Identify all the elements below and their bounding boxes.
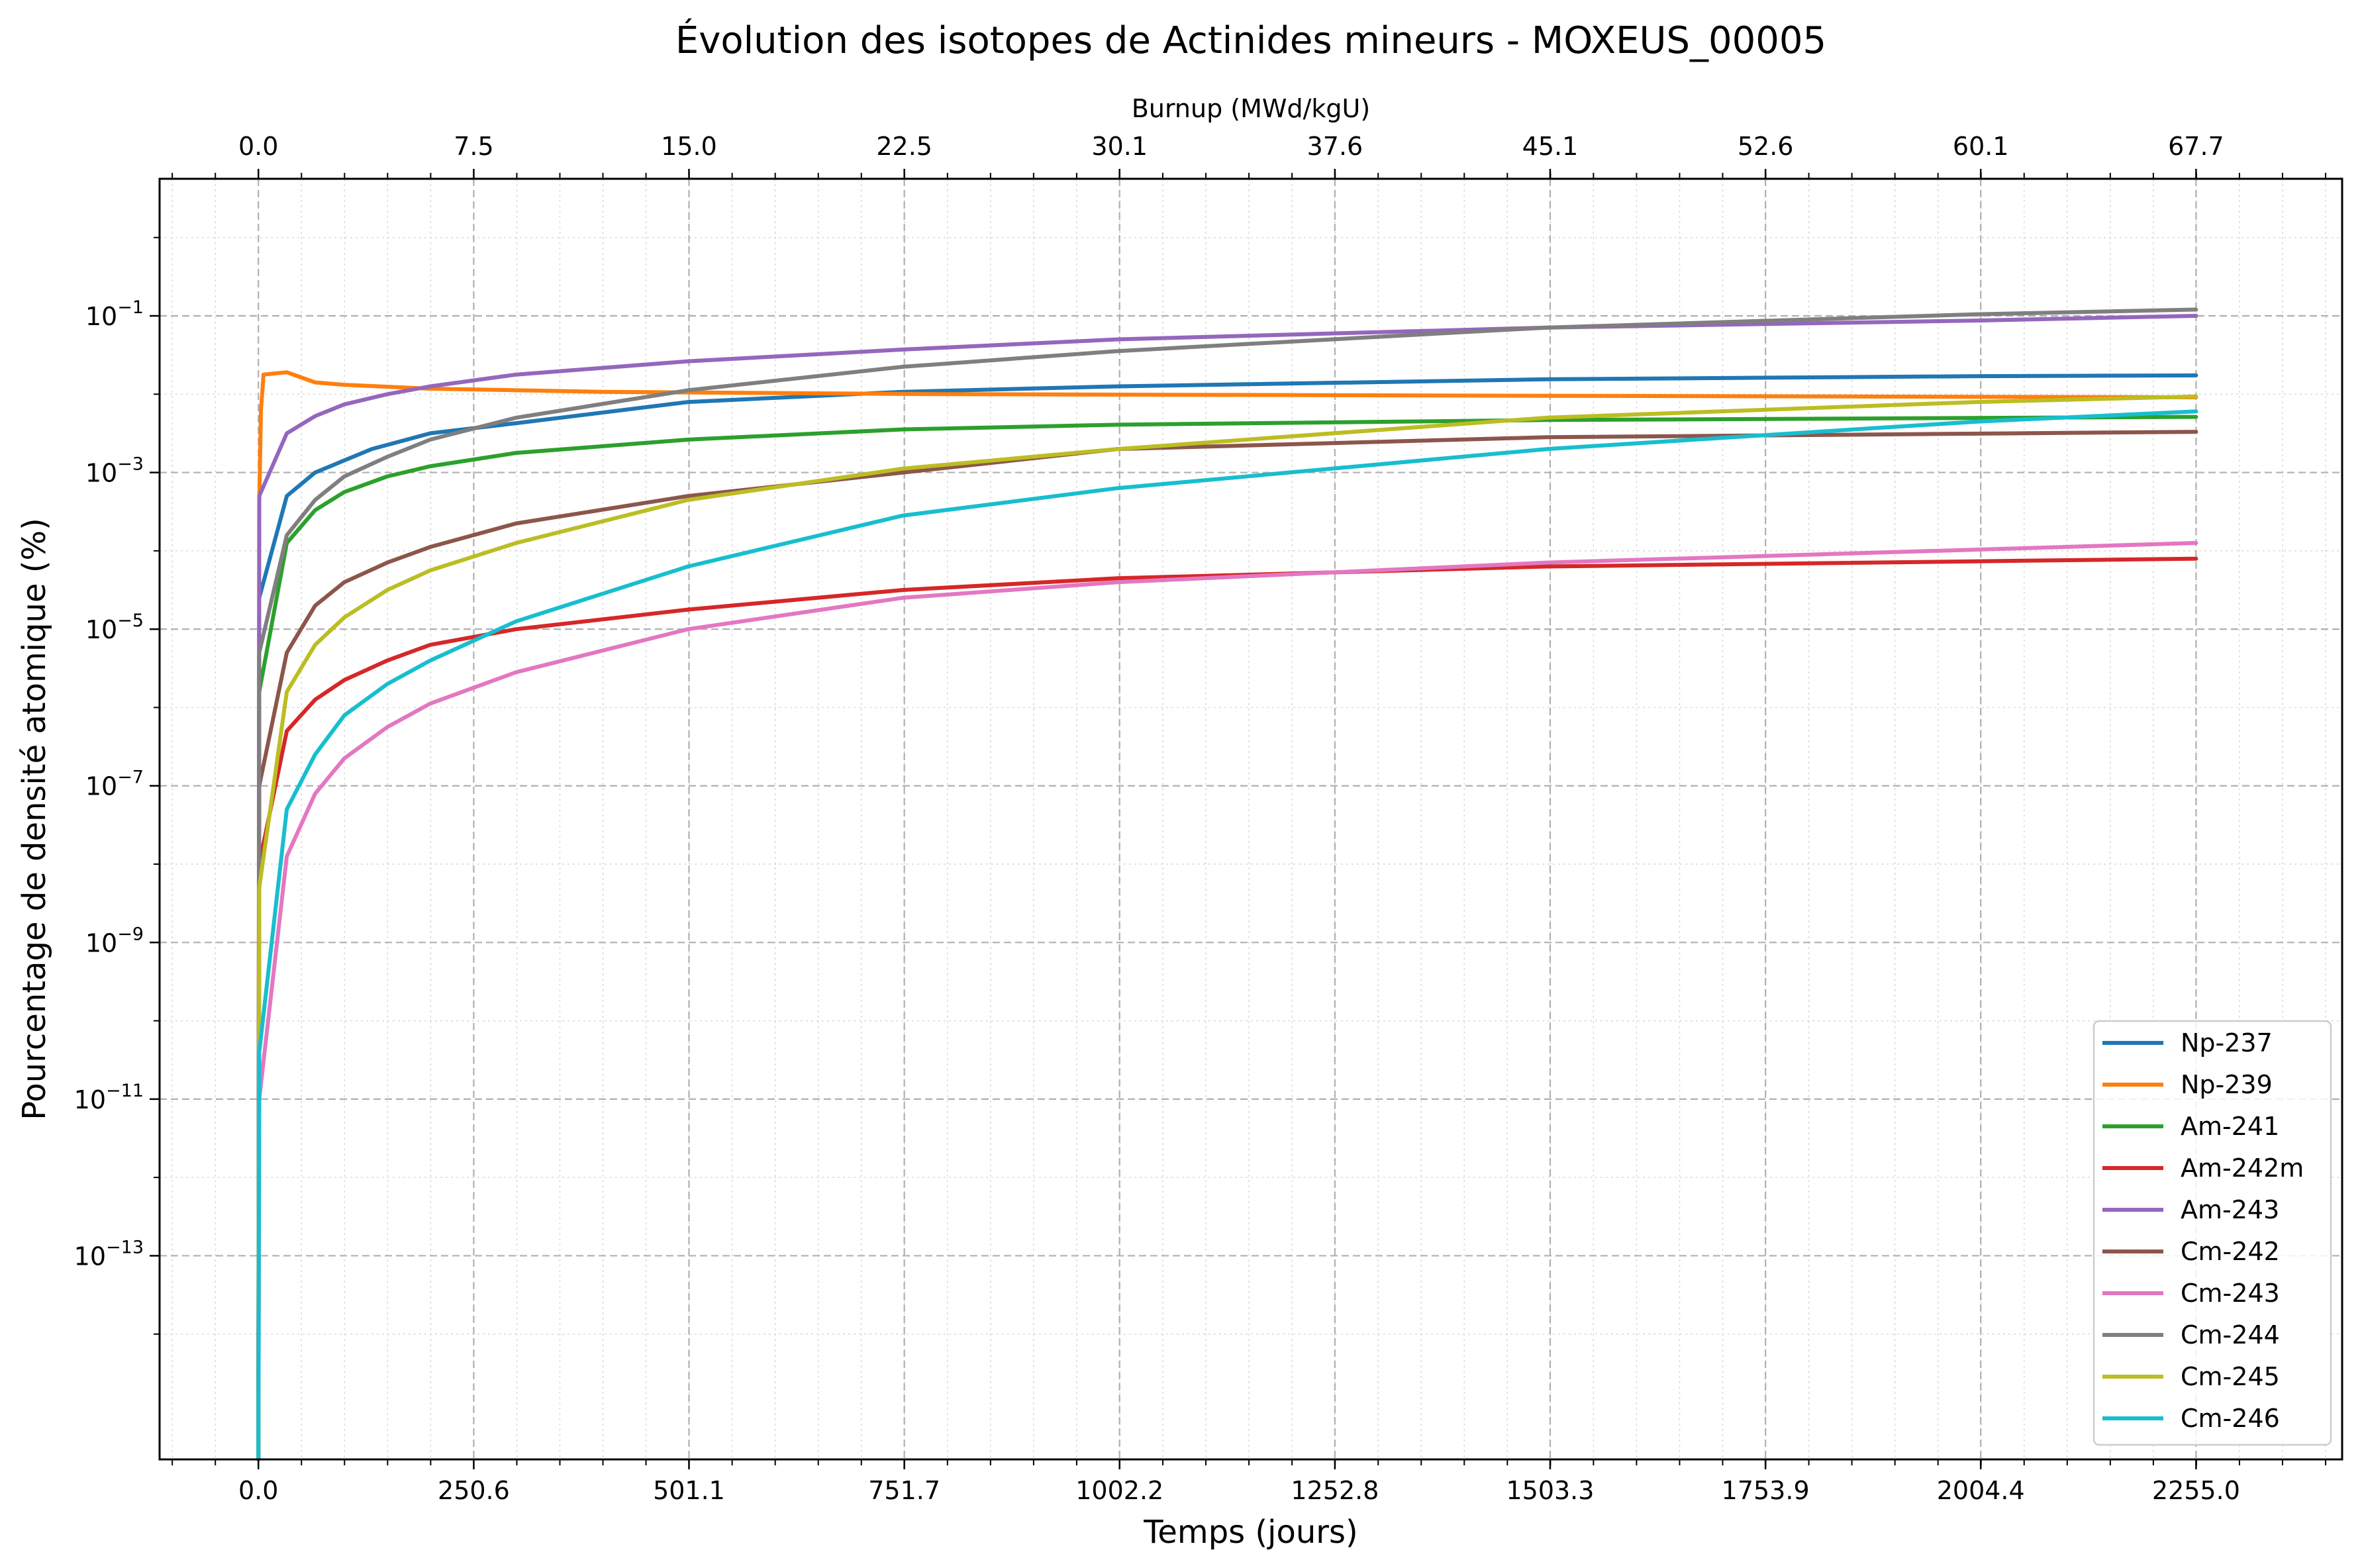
x-tick-label: 1503.3	[1506, 1476, 1594, 1505]
y-tick-label: 10−5	[85, 611, 144, 644]
y-tick-label: 10−3	[85, 454, 144, 488]
legend-label: Cm-246	[2181, 1404, 2280, 1433]
x-tick-label: 2004.4	[1937, 1476, 2025, 1505]
series-line-am-242m	[256, 556, 2198, 1461]
series-line-am-241	[256, 415, 2198, 1461]
series-line-cm-245	[256, 394, 2198, 1461]
ticks-layer: 0.0 0.0 250.6 7.5 501.1 15.0 751.7 22.5 1002.2 30…	[74, 132, 2327, 1505]
x2-tick-label: 22.5	[876, 132, 932, 161]
x-axis-label: Temps (jours)	[1143, 1514, 1358, 1551]
x2-tick-label: 45.1	[1522, 132, 1579, 161]
y-tick-label: 10−13	[74, 1237, 144, 1271]
x-tick-label: 1753.9	[1722, 1476, 1810, 1505]
y-tick-label: 10−1	[85, 297, 144, 331]
x2-tick-label: 7.5	[454, 132, 493, 161]
x-tick-label: 0.0	[238, 1476, 278, 1505]
minor-grid	[160, 179, 2342, 1459]
y-tick-label: 10−9	[85, 924, 144, 957]
top-x-axis-label: Burnup (MWd/kgU)	[1132, 94, 1370, 123]
legend-label: Am-242m	[2181, 1153, 2304, 1183]
series-layer	[256, 307, 2198, 1461]
series-line-cm-246	[256, 409, 2198, 1461]
major-grid	[160, 179, 2342, 1459]
x-tick-label: 1252.8	[1291, 1476, 1379, 1505]
y-axis-label: Pourcentage de densité atomique (%)	[16, 518, 53, 1120]
x2-tick-label: 15.0	[661, 132, 717, 161]
x-tick-label: 1002.2	[1075, 1476, 1163, 1505]
legend-label: Am-241	[2181, 1112, 2279, 1141]
x2-tick-label: 60.1	[1953, 132, 2009, 161]
x2-tick-label: 52.6	[1738, 132, 1794, 161]
legend-label: Cm-244	[2181, 1320, 2280, 1349]
x-tick-label: 501.1	[653, 1476, 725, 1505]
x2-tick-label: 30.1	[1091, 132, 1148, 161]
x-tick-label: 2255.0	[2152, 1476, 2240, 1505]
legend: Np-237 Np-239 Am-241 Am-242m Am-243 Cm-242 Cm-…	[2092, 1020, 2332, 1446]
plot-frame	[158, 177, 2343, 1461]
legend-label: Cm-243	[2181, 1279, 2280, 1308]
x-tick-label: 751.7	[868, 1476, 940, 1505]
legend-label: Cm-242	[2181, 1237, 2280, 1266]
legend-label: Np-239	[2181, 1070, 2273, 1099]
legend-label: Cm-245	[2181, 1362, 2280, 1391]
legend-label: Np-237	[2181, 1028, 2273, 1057]
series-line-am-243	[256, 314, 2198, 1461]
x-tick-label: 250.6	[438, 1476, 510, 1505]
x2-tick-label: 67.7	[2168, 132, 2224, 161]
series-line-np-237	[256, 373, 2198, 1461]
x2-tick-label: 37.6	[1307, 132, 1363, 161]
series-line-cm-242	[256, 430, 2198, 1461]
series-line-np-239	[256, 370, 2198, 1461]
y-tick-label: 10−11	[74, 1081, 144, 1114]
y-tick-label: 10−7	[85, 767, 144, 801]
series-line-cm-244	[256, 307, 2198, 1461]
x2-tick-label: 0.0	[238, 132, 278, 161]
chart-title: Évolution des isotopes de Actinides mine…	[675, 19, 1826, 62]
series-line-cm-243	[256, 541, 2198, 1461]
legend-label: Am-243	[2181, 1195, 2279, 1224]
